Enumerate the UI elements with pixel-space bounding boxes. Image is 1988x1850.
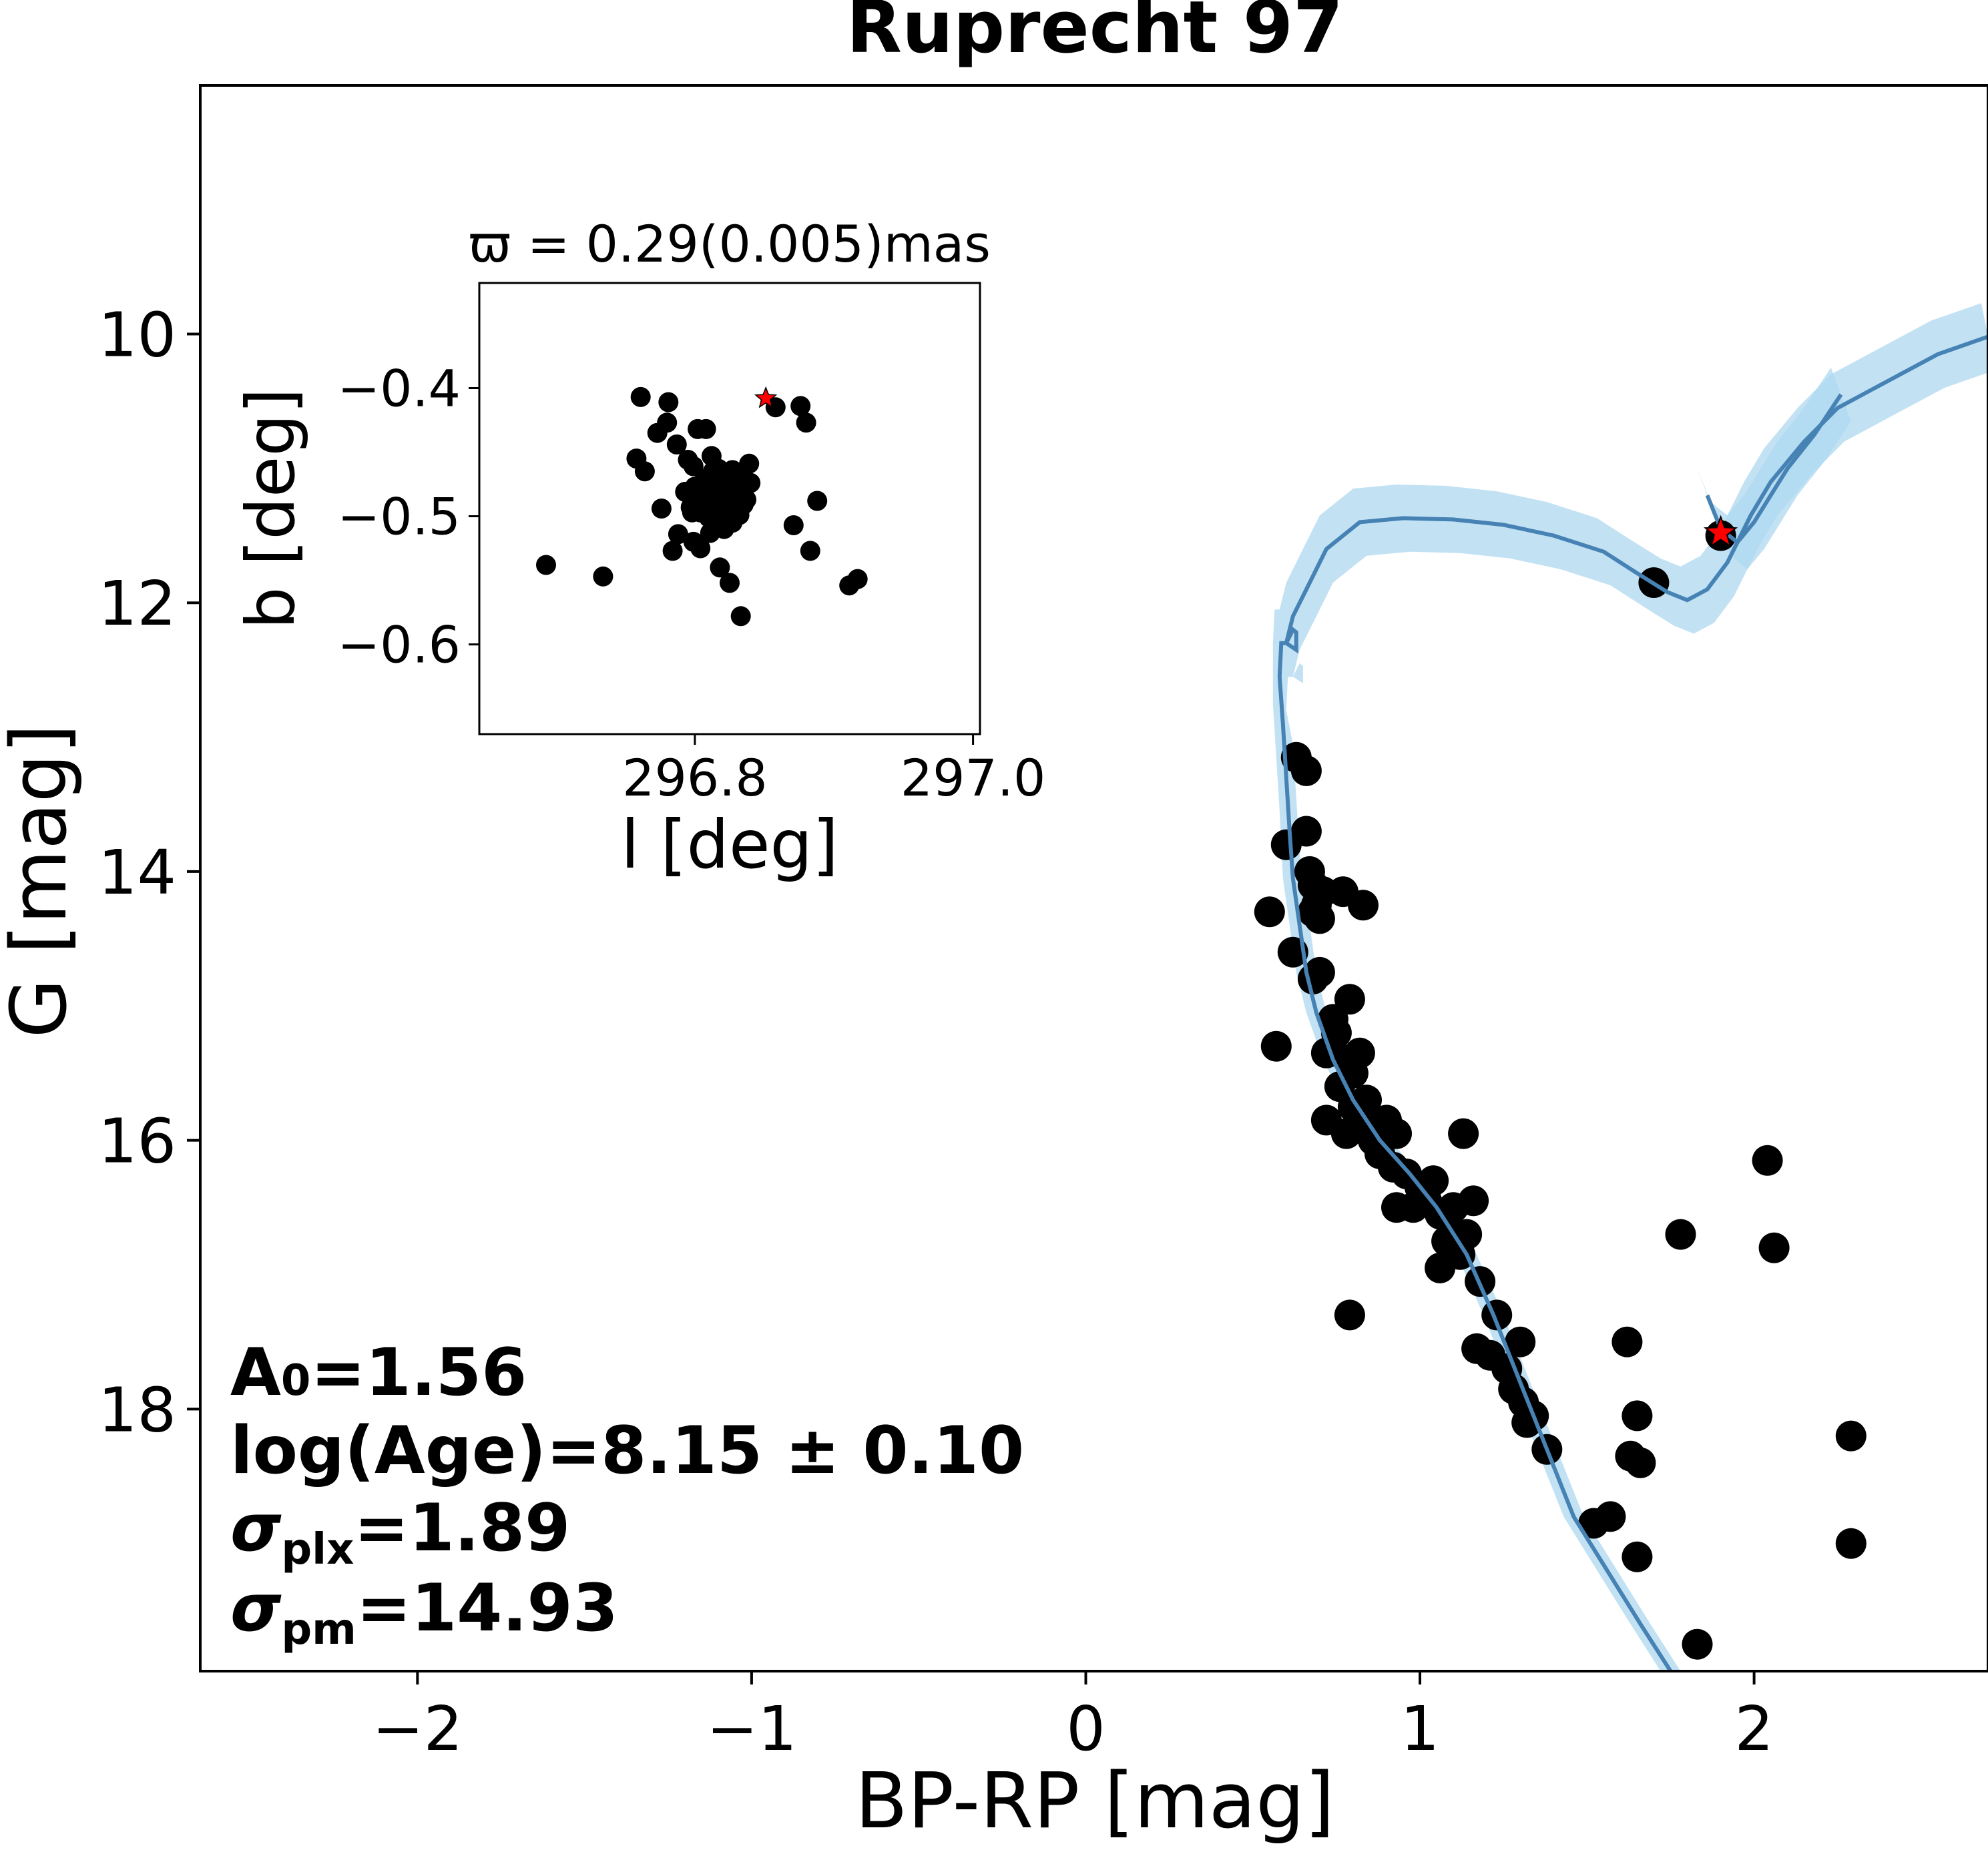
x-axis: −2 −1 0 1 2 — [372, 1671, 1774, 1765]
x-tick-label: 1 — [1401, 1693, 1440, 1765]
inset-point — [710, 557, 730, 578]
inset-point — [668, 524, 688, 545]
y-tick-label: 14 — [98, 837, 176, 908]
inset-point — [783, 515, 804, 535]
x-axis-label: BP-RP [mag] — [855, 1757, 1334, 1846]
inset-point — [790, 396, 811, 416]
data-point — [1425, 1252, 1456, 1283]
inset-points — [536, 386, 868, 627]
annotation-age: log(Age)=8.15 ± 0.10 — [230, 1413, 1024, 1489]
inset-x-axis: 296.8 297.0 — [622, 734, 1045, 808]
inset-point — [796, 412, 816, 433]
isochrone-band — [1272, 303, 1988, 1671]
data-point — [1381, 1192, 1412, 1223]
chart-title: Ruprecht 97 — [846, 0, 1343, 69]
data-point — [1334, 984, 1365, 1015]
inset-y-axis: −0.4 −0.5 −0.6 — [337, 358, 479, 675]
data-point — [1622, 1541, 1653, 1572]
inset-point — [726, 478, 747, 499]
inset-point — [536, 555, 556, 575]
y-tick-label: 16 — [98, 1106, 176, 1177]
inset-y-axis-label: b [deg] — [232, 388, 310, 629]
inset-plot: 296.8 297.0 −0.4 −0.5 −0.6 ϖ = 0.29(0.005)m… — [232, 214, 1045, 884]
inset-point — [651, 499, 672, 519]
inset-y-tick-label: −0.5 — [337, 487, 461, 547]
inset-point — [666, 434, 687, 454]
inset-x-tick-label: 297.0 — [901, 748, 1046, 808]
data-point — [1622, 1400, 1653, 1432]
inset-point — [683, 456, 704, 477]
inset-point — [626, 448, 647, 469]
data-point — [1835, 1420, 1867, 1452]
data-point — [1595, 1501, 1626, 1532]
annotation-plx: σplx=1.89 — [230, 1490, 570, 1574]
inset-point — [730, 606, 751, 627]
y-tick-label: 12 — [98, 568, 176, 639]
data-point — [1260, 1030, 1292, 1062]
highlight-star — [1703, 515, 1738, 548]
x-tick-label: 0 — [1066, 1693, 1105, 1765]
x-tick-label: −2 — [372, 1693, 463, 1765]
inset-point — [683, 531, 704, 552]
data-point — [1320, 1017, 1352, 1048]
data-point — [1448, 1118, 1479, 1149]
data-point — [1348, 890, 1379, 921]
inset-point — [696, 418, 716, 439]
isochrone-branch-band — [1697, 367, 1851, 569]
inset-point — [675, 482, 696, 502]
annotation-a0: A0=1.56 — [230, 1335, 527, 1411]
inset-point — [662, 541, 683, 561]
data-point — [1304, 956, 1335, 988]
inset-frame — [478, 282, 981, 735]
data-point — [1682, 1628, 1713, 1660]
x-tick-label: 2 — [1734, 1693, 1774, 1765]
data-point — [1344, 1037, 1375, 1068]
data-point — [1665, 1219, 1696, 1250]
data-point — [1458, 1185, 1489, 1217]
annotation-pm: σpm=14.93 — [230, 1570, 618, 1654]
inset-point — [720, 573, 740, 593]
inset-point — [726, 503, 747, 524]
data-point — [1381, 1118, 1412, 1149]
fit-annotations: A0=1.56 log(Age)=8.15 ± 0.10 σplx=1.89 σ… — [230, 1335, 1024, 1654]
inset-highlight-star — [754, 386, 778, 408]
inset-point — [593, 566, 613, 587]
inset-point — [630, 386, 651, 407]
data-point — [1334, 1299, 1365, 1331]
data-point — [1290, 755, 1322, 786]
data-point — [1300, 890, 1332, 921]
y-axis: 10 12 14 16 18 — [98, 300, 200, 1446]
inset-point — [698, 478, 719, 499]
data-point — [1835, 1528, 1867, 1559]
x-tick-label: −1 — [706, 1693, 797, 1765]
inset-y-tick-label: −0.4 — [337, 358, 461, 418]
inset-point — [800, 541, 820, 561]
y-axis-label: G [mag] — [0, 724, 84, 1038]
inset-y-tick-label: −0.6 — [337, 615, 461, 675]
data-point — [1752, 1145, 1783, 1176]
inset-x-tick-label: 296.8 — [622, 748, 768, 808]
inset-point — [707, 499, 728, 520]
inset-point — [658, 392, 679, 412]
y-tick-label: 10 — [98, 300, 176, 371]
data-point — [1625, 1447, 1656, 1478]
data-point — [1758, 1232, 1790, 1263]
main-plot-frame — [199, 84, 1988, 1672]
data-point — [1254, 896, 1285, 928]
inset-title: ϖ = 0.29(0.005)mas — [469, 214, 991, 274]
inset-x-axis-label: l [deg] — [621, 806, 838, 884]
inset-point — [657, 412, 678, 433]
data-point — [1611, 1326, 1643, 1357]
isochrone-line — [1277, 334, 1988, 1672]
inset-point — [807, 491, 828, 511]
data-point — [1505, 1326, 1536, 1357]
data-point — [1290, 816, 1322, 847]
inset-point — [847, 569, 868, 589]
y-tick-label: 18 — [98, 1374, 176, 1446]
